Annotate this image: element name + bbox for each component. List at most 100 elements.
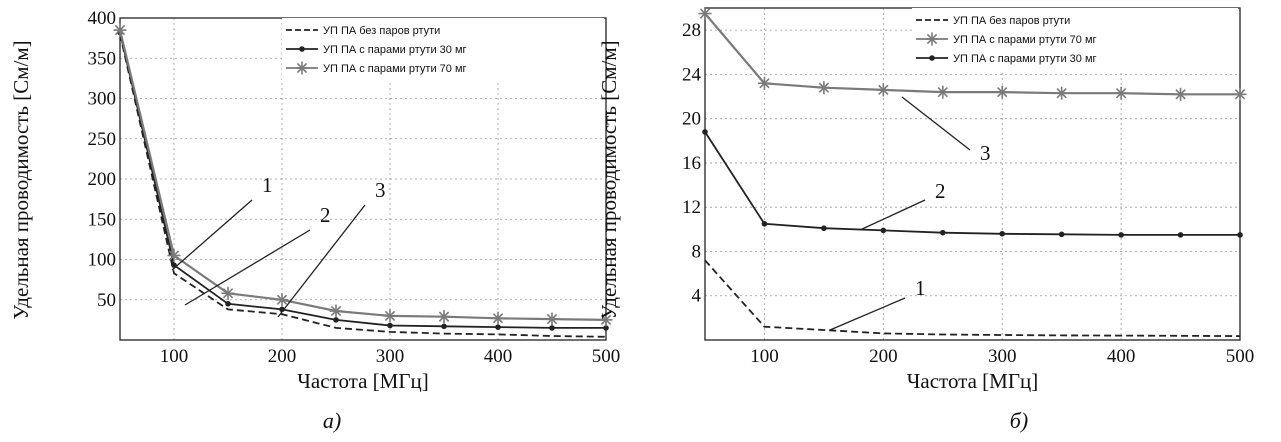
data-point <box>329 304 343 318</box>
legend-marker <box>925 32 939 46</box>
legend-marker <box>929 55 935 61</box>
data-point <box>441 323 447 330</box>
x-tick-label: 200 <box>268 346 297 367</box>
x-axis-title: Частота [МГц] <box>907 369 1038 393</box>
curve-leader-line <box>171 199 253 271</box>
legend-marker <box>299 46 305 52</box>
legend-entry-label: УП ПА с парами ртути 70 мг <box>323 63 467 75</box>
data-point <box>999 230 1006 237</box>
data-point <box>387 322 393 329</box>
y-tick-label: 8 <box>692 241 702 262</box>
x-tick-label: 400 <box>1107 346 1136 367</box>
y-axis-title: Удельная проводимость [См/м] <box>597 40 621 319</box>
curve-number-label: 3 <box>980 141 991 165</box>
curve-number-label: 2 <box>935 179 946 203</box>
x-tick-label: 100 <box>750 346 779 367</box>
data-point <box>549 325 555 331</box>
data-point <box>757 76 771 90</box>
curve-number-label: 3 <box>375 178 386 202</box>
x-tick-label: 500 <box>1226 346 1255 367</box>
data-point <box>225 300 231 307</box>
data-point <box>1174 87 1188 101</box>
x-tick-label: 300 <box>988 346 1017 367</box>
data-point <box>995 85 1009 99</box>
legend-marker <box>295 61 309 75</box>
chart-panel-1: 100 200 300 400 500 50 100 150 200 250 300 350 400 1 2… <box>9 8 620 433</box>
y-tick-label: 300 <box>88 89 117 110</box>
data-point <box>880 227 887 234</box>
series-line-2 <box>704 131 1240 236</box>
legend-entry-label: УП ПА без паров ртути <box>323 25 440 37</box>
data-point <box>603 325 609 331</box>
data-point <box>167 248 181 262</box>
data-point <box>437 310 451 324</box>
legend-background <box>282 18 604 80</box>
x-axis-title: Частота [МГц] <box>297 369 428 393</box>
y-tick-label: 200 <box>88 169 117 190</box>
y-tick-label: 28 <box>682 20 701 41</box>
x-tick-label: 300 <box>376 346 405 367</box>
data-point <box>1233 87 1247 101</box>
data-point <box>383 309 397 323</box>
y-tick-label: 150 <box>88 209 117 230</box>
y-tick-label: 250 <box>88 129 117 150</box>
data-point <box>698 7 712 21</box>
data-point <box>491 311 505 325</box>
y-tick-label: 100 <box>88 250 117 271</box>
y-tick-label: 16 <box>682 153 701 174</box>
series-line-1 <box>704 259 1241 337</box>
data-point <box>939 229 946 236</box>
curve-number-label: 1 <box>262 173 273 197</box>
data-point <box>1118 232 1124 238</box>
data-point <box>495 324 501 330</box>
x-tick-label: 500 <box>592 346 621 367</box>
curve-leader-line <box>859 199 926 231</box>
legend: УП ПА без паров ртути УП ПА с парами ртут… <box>912 8 1238 70</box>
data-point <box>702 129 708 135</box>
x-tick-label: 400 <box>484 346 513 367</box>
data-point <box>936 85 950 99</box>
y-tick-label: 12 <box>682 197 701 218</box>
series-line-2 <box>119 32 606 329</box>
data-point <box>221 286 235 300</box>
series-line-1 <box>119 33 607 338</box>
legend: УП ПА без паров ртути УП ПА с парами ртут… <box>282 18 604 80</box>
y-tick-label: 350 <box>88 48 117 69</box>
curve-number-label: 2 <box>320 203 331 227</box>
legend-entry-label: УП ПА с парами ртути 70 мг <box>953 34 1097 46</box>
x-tick-label: 100 <box>160 346 189 367</box>
data-point <box>1055 86 1069 100</box>
panel-label: а) <box>323 408 341 433</box>
data-point <box>545 312 559 326</box>
data-point <box>876 83 890 97</box>
data-point <box>599 313 613 327</box>
data-point <box>1177 232 1184 238</box>
data-point <box>821 225 827 232</box>
y-tick-label: 400 <box>88 8 117 29</box>
y-tick-label: 4 <box>692 286 702 307</box>
data-point <box>333 317 339 323</box>
y-tick-label: 20 <box>682 109 701 130</box>
legend-background <box>912 8 1238 70</box>
legend-entry-label: УП ПА с парами ртути 30 мг <box>953 53 1097 65</box>
legend-entry-label: УП ПА с парами ртути 30 мг <box>323 44 467 56</box>
data-point <box>1114 86 1128 100</box>
curve-leader-line <box>277 204 366 318</box>
curve-leader-line <box>829 297 906 331</box>
series-line-3 <box>704 12 1240 96</box>
y-tick-label: 24 <box>682 64 702 85</box>
data-point <box>1058 231 1065 238</box>
curve-number-label: 1 <box>915 276 926 300</box>
curve-leader-line <box>184 229 311 306</box>
series-line-3 <box>118 29 607 321</box>
data-point <box>817 81 831 95</box>
x-tick-label: 200 <box>869 346 898 367</box>
y-tick-label: 50 <box>97 290 116 311</box>
data-point <box>113 23 127 37</box>
y-axis-title: Удельная проводимость [См/м] <box>9 40 33 319</box>
legend-entry-label: УП ПА без паров ртути <box>953 15 1070 27</box>
data-point <box>1237 232 1243 238</box>
curve-leader-line <box>901 96 971 151</box>
